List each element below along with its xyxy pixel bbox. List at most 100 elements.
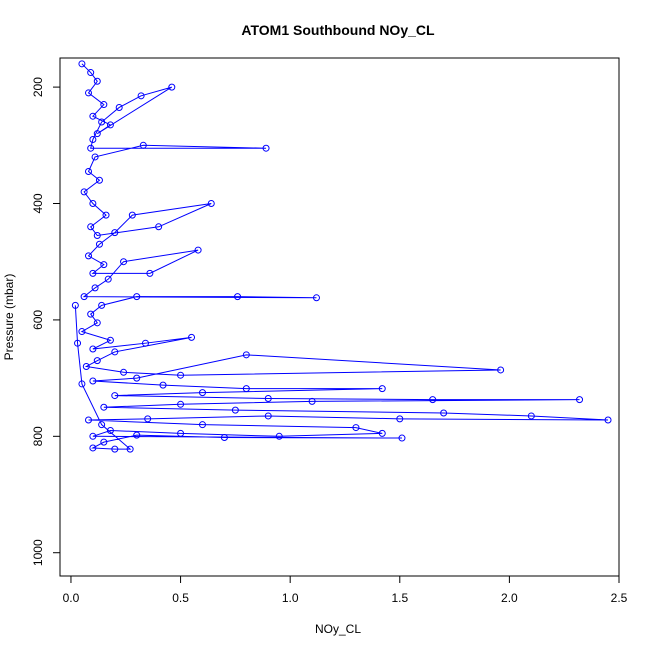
data-layer	[71, 60, 612, 453]
data-point	[93, 130, 101, 138]
data-point	[177, 371, 185, 379]
y-axis-label: Pressure (mbar)	[2, 274, 16, 361]
data-point	[106, 121, 114, 129]
data-point	[139, 141, 147, 149]
data-point	[89, 269, 97, 277]
data-point	[100, 101, 108, 109]
data-point	[89, 432, 97, 440]
data-point	[102, 211, 110, 219]
data-point	[89, 377, 97, 385]
data-point	[93, 232, 101, 240]
data-point	[85, 167, 92, 175]
data-point	[128, 211, 136, 219]
data-point	[95, 240, 103, 248]
data-point	[242, 385, 250, 393]
data-point	[78, 328, 86, 336]
data-point	[85, 416, 92, 424]
data-point	[89, 112, 97, 120]
data-point	[87, 144, 95, 152]
data-point	[87, 69, 95, 77]
data-point	[155, 223, 163, 231]
data-point	[398, 434, 406, 442]
data-point	[168, 83, 176, 91]
data-point	[91, 153, 99, 161]
data-point	[85, 89, 92, 97]
data-point	[146, 269, 154, 277]
data-point	[106, 426, 114, 434]
data-point	[111, 392, 119, 400]
series-line	[74, 63, 609, 450]
data-point	[177, 429, 185, 437]
data-point	[89, 200, 97, 208]
data-point	[78, 60, 86, 68]
data-point	[89, 345, 97, 353]
data-point	[98, 421, 106, 429]
data-point	[396, 415, 404, 423]
data-point	[141, 339, 149, 347]
data-point	[262, 144, 270, 152]
data-point	[93, 357, 101, 365]
data-point	[111, 348, 119, 356]
data-point	[352, 424, 360, 432]
data-point	[378, 429, 386, 437]
data-point	[604, 416, 612, 424]
data-point	[120, 368, 128, 376]
data-point	[89, 444, 97, 452]
data-point	[188, 333, 196, 341]
data-point	[106, 336, 114, 344]
data-point	[71, 301, 79, 309]
data-point	[440, 409, 448, 417]
data-point	[80, 188, 88, 196]
x-tick-label: 1.5	[391, 591, 408, 605]
data-point	[194, 246, 202, 254]
x-axis-label: NOy_CL	[315, 622, 361, 636]
y-tick-label: 400	[31, 193, 45, 213]
data-point	[80, 293, 88, 301]
data-point	[111, 229, 119, 237]
data-point	[93, 319, 101, 327]
data-point	[133, 431, 141, 439]
data-point	[104, 275, 112, 283]
data-point	[74, 339, 82, 347]
data-point	[98, 301, 106, 309]
x-axis: 0.0 0.5 1.0 1.5 2.0 2.5	[63, 575, 628, 605]
data-point	[87, 310, 95, 318]
data-point	[159, 381, 167, 389]
y-axis: 200 400 600 800 1000	[31, 77, 61, 566]
data-point	[78, 380, 86, 388]
data-point	[177, 400, 185, 408]
data-point	[137, 92, 145, 100]
y-tick-label: 800	[31, 426, 45, 446]
plot-frame	[59, 57, 620, 577]
data-point	[89, 135, 97, 143]
data-point	[264, 394, 272, 402]
data-point	[133, 293, 141, 301]
data-point	[312, 294, 320, 302]
data-point	[95, 176, 103, 184]
data-point	[308, 397, 316, 405]
x-tick-label: 2.5	[611, 591, 628, 605]
data-point	[234, 293, 242, 301]
data-point	[133, 374, 141, 382]
data-point	[111, 445, 119, 453]
y-tick-label: 600	[31, 310, 45, 330]
data-point	[126, 445, 134, 453]
data-point	[275, 432, 283, 440]
data-point	[429, 396, 437, 404]
data-point	[576, 396, 584, 404]
data-point	[144, 415, 152, 423]
data-point	[497, 366, 505, 374]
data-point	[115, 103, 123, 111]
x-tick-label: 0.0	[63, 591, 80, 605]
data-point	[198, 389, 206, 397]
x-tick-label: 1.0	[282, 591, 299, 605]
data-point	[100, 438, 108, 446]
data-point	[85, 252, 92, 260]
data-point	[100, 403, 108, 411]
data-point	[220, 433, 228, 441]
data-point	[264, 412, 272, 420]
x-tick-label: 0.5	[172, 591, 189, 605]
data-point	[82, 362, 90, 370]
data-point	[100, 261, 108, 269]
